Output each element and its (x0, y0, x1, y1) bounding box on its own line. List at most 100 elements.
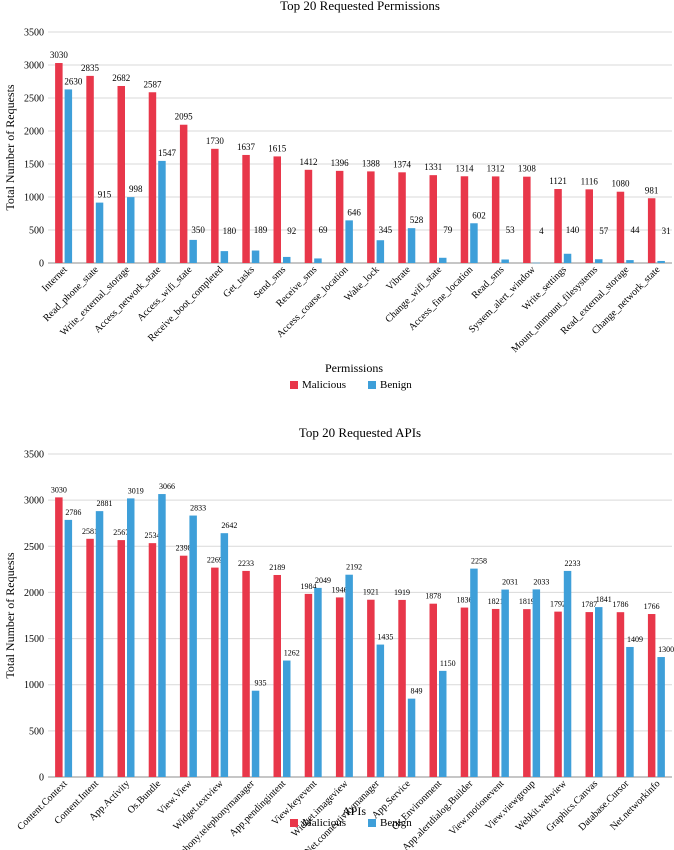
benign-data-label: 2192 (346, 563, 362, 572)
y-tick-label: 1500 (24, 634, 44, 645)
malicious-bar (242, 570, 250, 777)
malicious-bar (148, 543, 157, 777)
benign-legend-swatch (368, 381, 376, 389)
benign-bar (189, 515, 197, 777)
y-tick-label: 500 (29, 226, 44, 237)
malicious-bar (304, 593, 313, 777)
malicious-bar (398, 172, 406, 263)
y-axis-label: Total Number of Requests (3, 84, 17, 210)
benign-bar (251, 690, 260, 777)
benign-data-label: 2049 (315, 576, 331, 585)
malicious-bar (523, 609, 531, 777)
chart-title: Top 20 Requested Permissions (280, 0, 440, 13)
benign-data-label: 915 (98, 190, 112, 200)
benign-bar (158, 160, 166, 263)
malicious-data-label: 2095 (175, 112, 194, 122)
malicious-data-label: 1331 (424, 162, 442, 172)
y-tick-label: 2000 (24, 127, 44, 138)
benign-bar (158, 494, 166, 777)
malicious-bar (117, 85, 125, 263)
malicious-data-label: 1080 (611, 179, 630, 189)
benign-bar (532, 589, 541, 777)
malicious-data-label: 1787 (581, 600, 597, 609)
benign-data-label: 646 (347, 207, 361, 217)
benign-bar (439, 670, 447, 777)
benign-data-label: 528 (410, 215, 424, 225)
malicious-bar (491, 608, 500, 777)
benign-data-label: 31 (662, 226, 671, 236)
malicious-data-label: 2587 (143, 79, 162, 89)
malicious-data-label: 1821 (488, 597, 504, 606)
malicious-data-label: 2398 (176, 544, 192, 553)
malicious-bar (491, 176, 500, 263)
malicious-bar (117, 540, 125, 777)
malicious-data-label: 2269 (207, 556, 223, 565)
malicious-data-label: 1921 (363, 588, 379, 597)
benign-data-label: 1435 (377, 633, 393, 642)
malicious-bar (179, 124, 188, 263)
benign-bar (95, 511, 104, 777)
malicious-bar (429, 603, 437, 777)
malicious-bar (148, 92, 157, 264)
y-tick-label: 500 (29, 726, 44, 737)
malicious-data-label: 3030 (50, 50, 69, 60)
malicious-bar (554, 611, 562, 777)
malicious-legend-swatch (290, 381, 298, 389)
benign-data-label: 4 (539, 226, 544, 236)
y-tick-label: 0 (39, 773, 44, 784)
benign-bar (501, 589, 509, 777)
malicious-data-label: 1878 (425, 592, 441, 601)
malicious-bar (304, 169, 313, 263)
malicious-data-label: 981 (645, 185, 659, 195)
malicious-data-label: 1308 (518, 164, 537, 174)
malicious-bar (273, 156, 281, 263)
benign-data-label: 602 (472, 210, 486, 220)
benign-bar (251, 250, 260, 263)
benign-bar (595, 259, 603, 263)
benign-data-label: 935 (255, 679, 267, 688)
malicious-bar (367, 599, 375, 777)
benign-data-label: 1841 (596, 595, 612, 604)
malicious-data-label: 2189 (269, 563, 285, 572)
benign-data-label: 2233 (565, 559, 581, 568)
benign-bar (283, 660, 291, 777)
category-label: Change_wifi_state (383, 264, 444, 325)
benign-bar (64, 89, 73, 263)
benign-data-label: 2258 (471, 557, 487, 566)
benign-data-label: 849 (411, 687, 423, 696)
malicious-data-label: 1312 (487, 163, 505, 173)
malicious-data-label: 1116 (581, 176, 599, 186)
category-label: Vibrate (384, 264, 413, 293)
y-tick-label: 2000 (24, 588, 44, 599)
malicious-data-label: 1121 (549, 176, 567, 186)
chart-1: Top 20 Requested Permissions 0 500 1000 1500… (3, 0, 672, 391)
benign-data-label: 2033 (533, 577, 549, 586)
malicious-data-label: 1946 (332, 585, 348, 594)
malicious-data-label: 2581 (82, 527, 98, 536)
benign-legend-label: Benign (380, 817, 412, 829)
malicious-bar (647, 614, 656, 777)
malicious-legend-label: Malicious (302, 379, 346, 391)
malicious-data-label: 1412 (299, 157, 317, 167)
y-tick-label: 0 (39, 259, 44, 270)
malicious-data-label: 1637 (237, 142, 256, 152)
benign-bar (127, 498, 135, 777)
benign-bar (64, 519, 73, 777)
benign-bar (314, 587, 322, 777)
malicious-bar (460, 176, 469, 263)
benign-data-label: 92 (287, 226, 296, 236)
benign-bar (470, 223, 478, 263)
benign-bar (657, 657, 665, 777)
category-label: Access_wifi_state (135, 264, 195, 324)
benign-bar (283, 256, 291, 263)
malicious-bar (585, 612, 593, 777)
malicious-data-label: 1396 (331, 158, 350, 168)
malicious-bar (242, 154, 250, 263)
benign-data-label: 3019 (128, 486, 144, 495)
benign-data-label: 69 (318, 225, 328, 235)
benign-data-label: 998 (129, 184, 143, 194)
malicious-legend-swatch (290, 819, 298, 827)
benign-data-label: 53 (506, 225, 516, 235)
benign-data-label: 180 (223, 226, 237, 236)
